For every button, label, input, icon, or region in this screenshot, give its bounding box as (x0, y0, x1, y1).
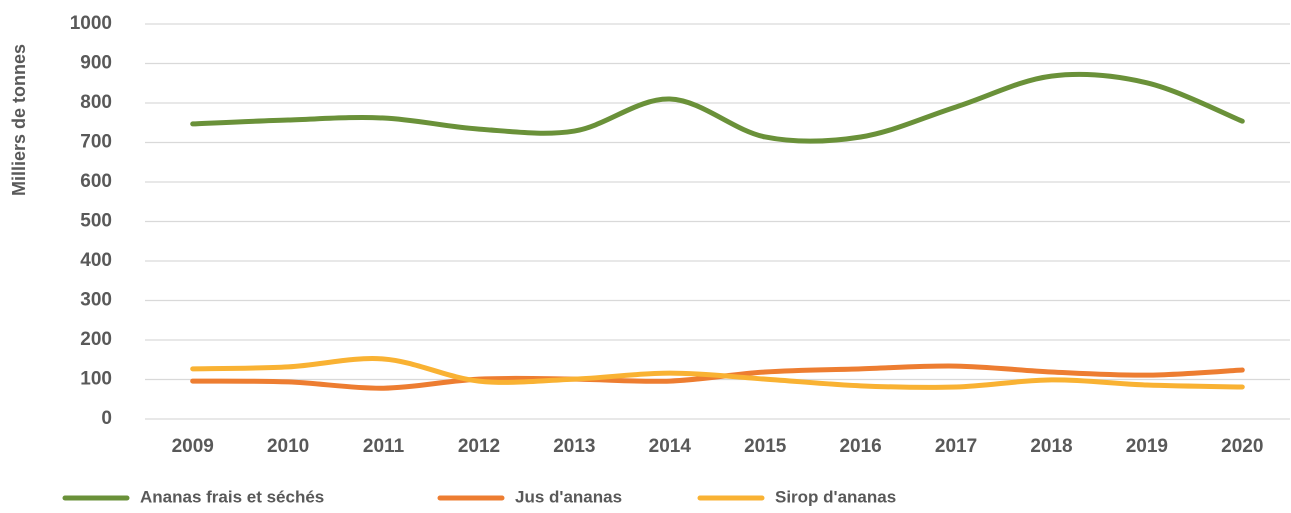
x-tick-label: 2014 (649, 436, 692, 457)
x-tick-label: 2017 (935, 436, 977, 457)
y-tick-label: 100 (80, 369, 112, 390)
line-series (190, 71, 1245, 144)
y-tick-label: 400 (80, 250, 112, 271)
x-tick-label: 2010 (267, 436, 309, 457)
x-tick-label: 2016 (839, 436, 881, 457)
x-tick-label: 2019 (1126, 436, 1168, 457)
y-tick-label: 900 (80, 53, 112, 74)
y-tick-label: 1000 (70, 13, 112, 34)
y-tick-label: 300 (80, 290, 112, 311)
y-tick-label: 0 (101, 408, 112, 429)
legend-label: Sirop d'ananas (775, 487, 896, 506)
x-tick-label: 2011 (363, 436, 405, 457)
legend-label: Jus d'ananas (515, 487, 622, 506)
y-axis-title: Milliers de tonnes (9, 44, 29, 196)
y-tick-label: 800 (80, 92, 112, 113)
x-tick-label: 2013 (553, 436, 595, 457)
y-tick-label: 600 (80, 171, 112, 192)
x-tick-label: 2015 (744, 436, 787, 457)
line-series (190, 356, 1245, 390)
x-tick-label: 2018 (1030, 436, 1072, 457)
x-tick-label: 2020 (1221, 436, 1263, 457)
y-tick-label: 700 (80, 132, 112, 153)
x-tick-label: 2012 (458, 436, 500, 457)
x-tick-label: 2009 (172, 436, 214, 457)
y-tick-label: 200 (80, 329, 112, 350)
legend-label: Ananas frais et séchés (140, 487, 324, 506)
y-tick-label: 500 (80, 211, 112, 232)
